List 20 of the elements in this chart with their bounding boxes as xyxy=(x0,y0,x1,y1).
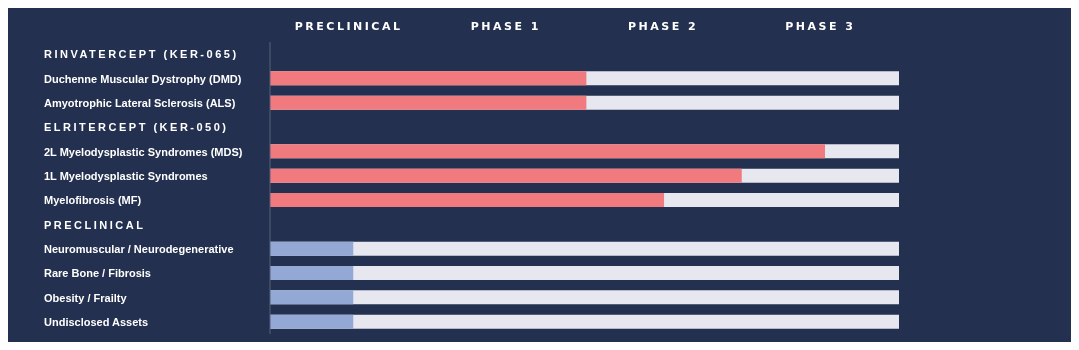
y-tick-label: 2L Myelodysplastic Syndromes (MDS) xyxy=(44,145,243,158)
y-tick-label: Amyotrophic Lateral Sclerosis (ALS) xyxy=(44,96,236,109)
text: PHASE 1 xyxy=(469,20,542,33)
bar xyxy=(270,241,354,256)
y-tick-label: Duchenne Muscular Dystrophy (DMD) xyxy=(44,72,242,85)
bar xyxy=(270,314,354,329)
y-tick-label: 1L Myelodysplastic Syndromes xyxy=(44,169,208,182)
text: PHASE 3 xyxy=(784,20,857,33)
bar xyxy=(270,290,354,305)
text: PRECLINICAL xyxy=(293,20,404,33)
y-tick-label: RINVATERCEPT (KER-065) xyxy=(44,48,239,61)
y-tick-label: Myelofibrosis (MF) xyxy=(44,194,142,207)
bar xyxy=(270,266,354,280)
y-tick-label: ELRITERCEPT (KER-050) xyxy=(44,121,229,134)
y-tick-label: Rare Bone / Fibrosis xyxy=(44,267,151,280)
text: PHASE 2 xyxy=(627,20,700,33)
y-tick-label: Obesity / Frailty xyxy=(44,291,128,304)
y-tick-label: Undisclosed Assets xyxy=(44,315,149,328)
y-tick-label: Neuromuscular / Neurodegenerative xyxy=(44,242,234,255)
y-tick-label: PRECLINICAL xyxy=(44,218,146,231)
